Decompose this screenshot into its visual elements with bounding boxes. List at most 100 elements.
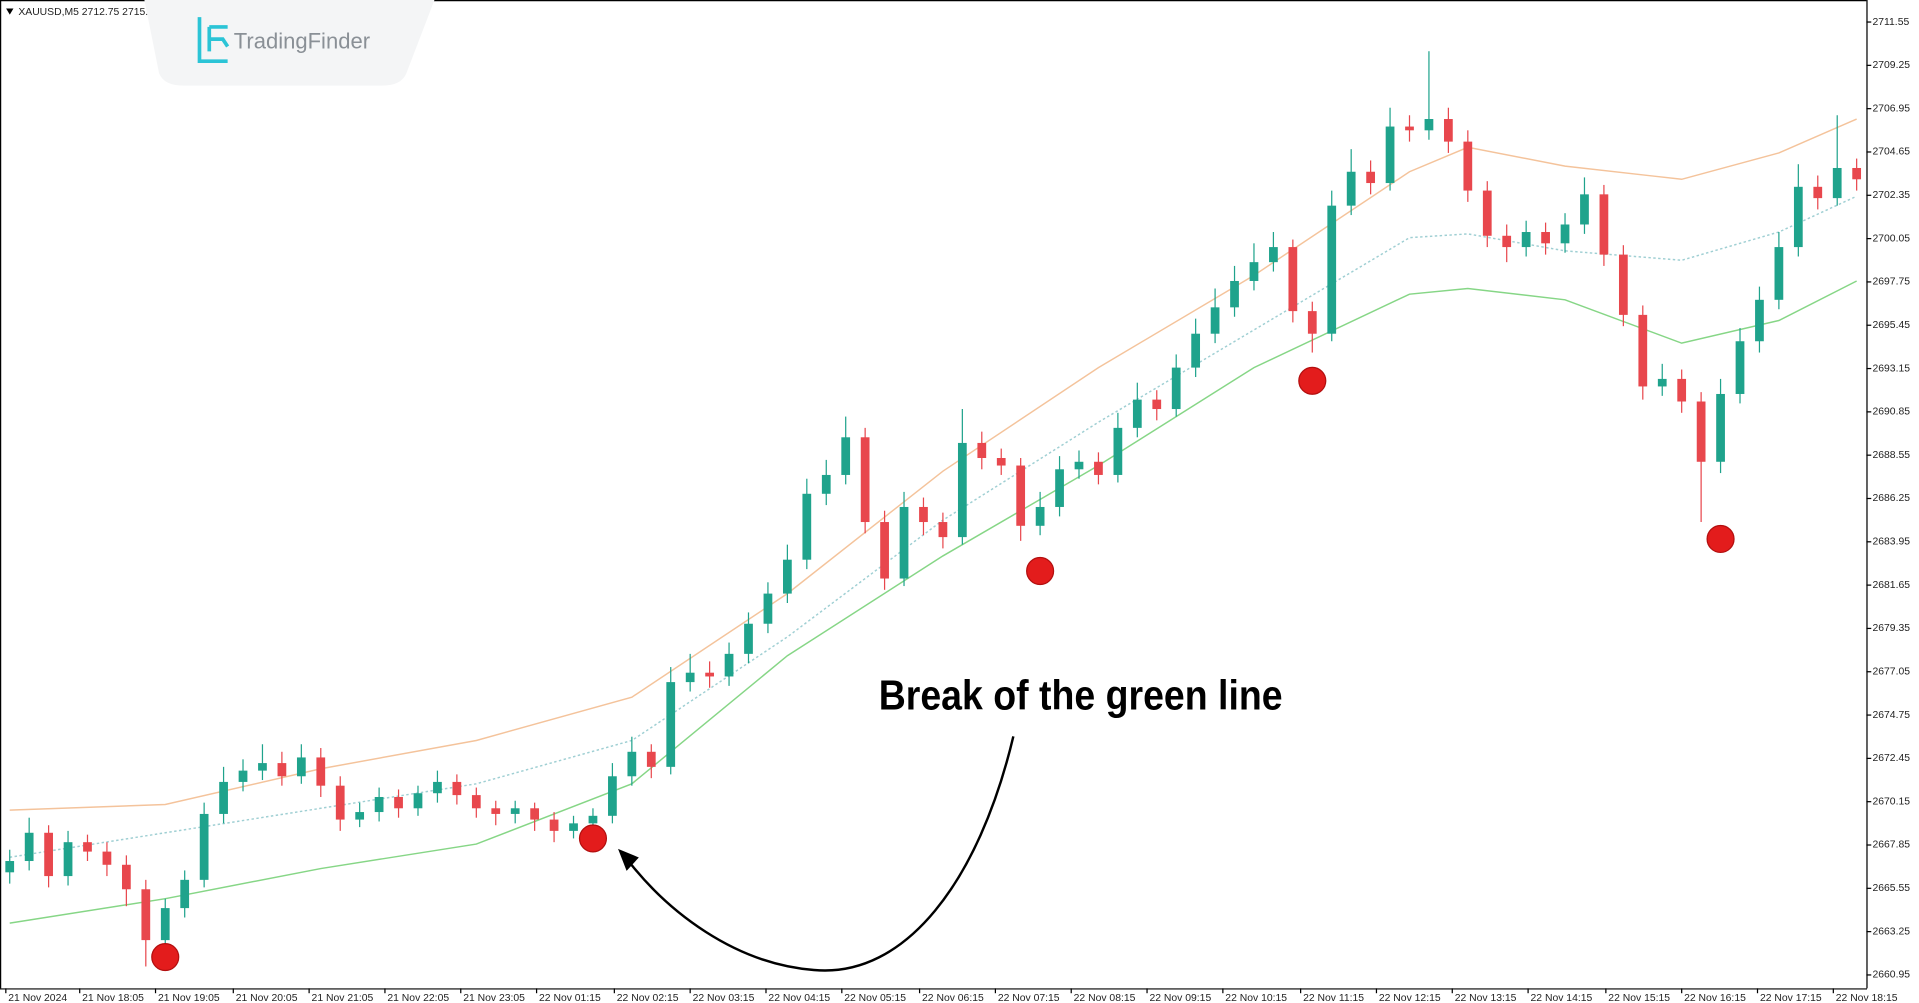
candle-body	[588, 815, 598, 824]
candle-body	[646, 751, 656, 767]
candle-body	[1230, 280, 1239, 308]
candle-body	[549, 819, 559, 831]
candle-body	[627, 751, 637, 777]
y-tick-label: 2672.45	[1872, 753, 1910, 764]
candle-body	[744, 623, 753, 654]
candle-body	[685, 672, 695, 683]
x-tick-label: 22 Nov 01:15	[539, 993, 601, 1003]
x-tick-label: 21 Nov 2024	[8, 993, 67, 1003]
candle-body	[938, 522, 948, 538]
symbol-quote: XAUUSD,M5 2712.75 2715.	[18, 7, 148, 18]
y-tick-label: 2711.55	[1872, 17, 1909, 28]
band-line	[9, 195, 1857, 858]
candle-body	[1405, 126, 1414, 131]
candle-body	[1696, 401, 1706, 462]
candle-body	[102, 851, 112, 865]
signal-dot	[578, 824, 608, 853]
candle-body	[608, 776, 617, 816]
candle-body	[1580, 194, 1589, 225]
candle-body	[1793, 186, 1803, 248]
x-tick-label: 21 Nov 20:05	[236, 993, 298, 1003]
y-tick-label: 2665.55	[1872, 883, 1910, 894]
candle-body	[199, 813, 209, 880]
candle-body	[1852, 167, 1862, 180]
candle-body	[1346, 171, 1356, 206]
y-tick-label: 2683.95	[1872, 537, 1910, 548]
axes: 2711.55 2709.25 2706.95 2704.65 2702.35 2700.…	[5, 17, 1910, 1003]
candle-body	[1618, 254, 1628, 315]
candle-body	[83, 842, 92, 852]
candle-body	[1774, 247, 1784, 300]
candle-body	[374, 796, 384, 813]
candle-body	[44, 832, 53, 877]
candle-body	[1327, 205, 1337, 334]
candle-body	[1502, 235, 1512, 248]
candle-body	[1541, 232, 1550, 244]
y-tick-label: 2681.65	[1872, 580, 1910, 591]
x-tick-label: 22 Nov 16:15	[1684, 993, 1746, 1003]
candle-body	[491, 808, 501, 814]
y-tick-label: 2702.35	[1872, 190, 1910, 201]
x-tick-label: 22 Nov 15:15	[1608, 993, 1670, 1003]
y-tick-label: 2667.85	[1872, 840, 1910, 851]
y-tick-label: 2697.75	[1872, 277, 1910, 288]
candle-body	[957, 442, 967, 538]
candle-body	[335, 785, 345, 820]
x-tick-label: 22 Nov 07:15	[998, 993, 1060, 1003]
plot-area	[5, 51, 1862, 972]
candle-body	[160, 908, 170, 941]
candle-body	[219, 781, 228, 814]
candle-body	[1638, 314, 1648, 387]
y-tick-label: 2686.25	[1872, 493, 1910, 504]
candle-body	[1677, 378, 1687, 402]
signal-dot	[1298, 366, 1327, 395]
candle-body	[1152, 399, 1162, 410]
candle-body	[919, 506, 928, 523]
candle-body	[724, 653, 734, 677]
candle-body	[63, 842, 73, 877]
candle-body	[1035, 506, 1045, 526]
x-tick-label: 22 Nov 06:15	[922, 993, 984, 1003]
candle-body	[841, 437, 851, 475]
x-tick-label: 22 Nov 17:15	[1760, 993, 1822, 1003]
x-tick-label: 22 Nov 05:15	[844, 993, 906, 1003]
y-tick-label: 2677.05	[1872, 667, 1910, 678]
signal-dot	[1706, 524, 1735, 554]
annotation-arrow	[625, 736, 1015, 972]
x-tick-label: 22 Nov 03:15	[693, 993, 755, 1003]
candle-body	[180, 879, 190, 909]
candle-body	[1132, 399, 1142, 428]
y-tick-label: 2660.95	[1872, 970, 1910, 981]
candle-body	[121, 864, 131, 890]
candle-body	[763, 593, 773, 624]
candle-body	[1755, 299, 1764, 342]
candle-body	[802, 493, 812, 560]
candle-body	[860, 437, 870, 523]
candle-body	[1599, 194, 1609, 255]
logo-icon	[197, 17, 230, 63]
candle-body	[569, 823, 578, 831]
candle-body	[899, 506, 909, 579]
candle-body	[705, 672, 714, 677]
x-tick-label: 21 Nov 19:05	[158, 993, 220, 1003]
logo-panel	[144, 0, 435, 86]
x-tick-label: 22 Nov 09:15	[1149, 993, 1211, 1003]
candle-body	[258, 763, 267, 771]
x-tick-label: 22 Nov 04:15	[768, 993, 830, 1003]
candle-body	[1385, 126, 1395, 184]
candle-body	[1716, 393, 1725, 462]
candle-body	[1463, 141, 1473, 191]
candle-body	[977, 442, 987, 459]
candle-body	[1735, 341, 1745, 394]
y-tick-label: 2670.15	[1872, 796, 1910, 807]
candle-body	[1269, 247, 1278, 263]
y-tick-label: 2704.65	[1872, 147, 1910, 158]
candle-body	[316, 757, 326, 786]
candle-body	[1424, 119, 1434, 131]
candle-body	[238, 770, 248, 782]
candle-body	[394, 796, 403, 809]
x-tick-label: 22 Nov 14:15	[1531, 993, 1593, 1003]
candle-body	[1055, 469, 1064, 507]
